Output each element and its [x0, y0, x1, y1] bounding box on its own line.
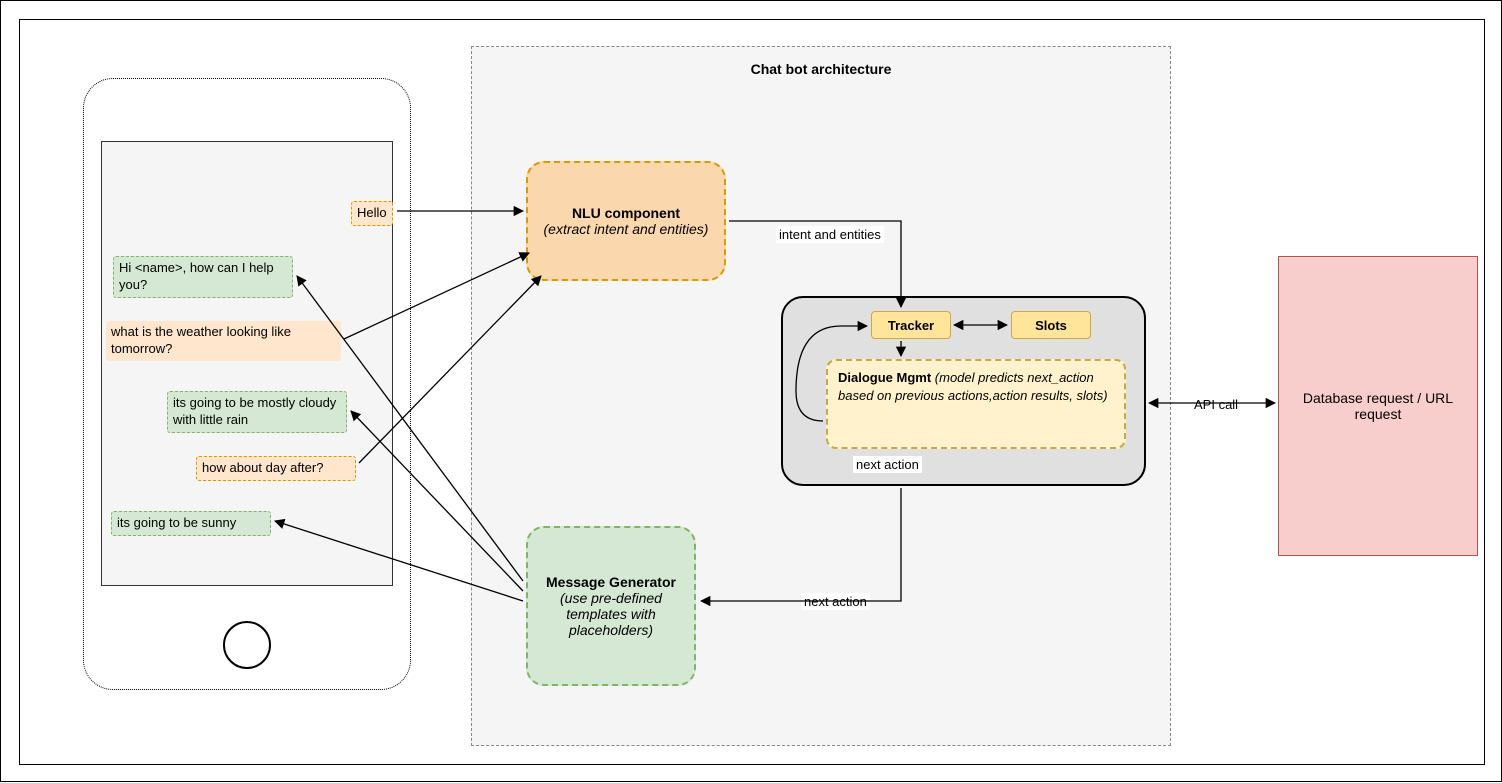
phone-home-button-icon [223, 621, 271, 669]
dialogue-title: Dialogue Mgmt [838, 370, 931, 385]
label-next-action-outer: next action [801, 593, 870, 610]
msggen-subtitle: (use pre-defined templates with placehol… [560, 590, 662, 638]
label-intent-entities: intent and entities [776, 226, 884, 243]
nlu-component-box: NLU component (extract intent and entiti… [526, 161, 726, 281]
chat-msg-weather-a1: its going to be mostly cloudy with littl… [167, 391, 347, 433]
msggen-title: Message Generator [546, 574, 676, 590]
nlu-subtitle: (extract intent and entities) [544, 221, 709, 237]
chat-msg-weather-a2: its going to be sunny [111, 511, 271, 536]
tracker-box: Tracker [871, 311, 951, 339]
label-api-call: API call [1191, 396, 1241, 413]
label-next-action-inner: next action [853, 456, 922, 473]
chat-msg-greeting: Hi <name>, how can I help you? [113, 256, 293, 298]
chat-msg-hello: Hello [351, 201, 393, 226]
message-generator-box: Message Generator (use pre-defined templ… [526, 526, 696, 686]
diagram-canvas: Hello Hi <name>, how can I help you? wha… [0, 0, 1502, 782]
database-box: Database request / URL request [1278, 256, 1478, 556]
chat-msg-followup: how about day after? [196, 456, 356, 481]
dialogue-mgmt-box: Dialogue Mgmt (model predicts next_actio… [826, 359, 1126, 449]
slots-box: Slots [1011, 311, 1091, 339]
nlu-title: NLU component [572, 205, 680, 221]
architecture-title: Chat bot architecture [471, 61, 1171, 77]
chat-msg-weather-q: what is the weather looking like tomorro… [106, 321, 341, 361]
